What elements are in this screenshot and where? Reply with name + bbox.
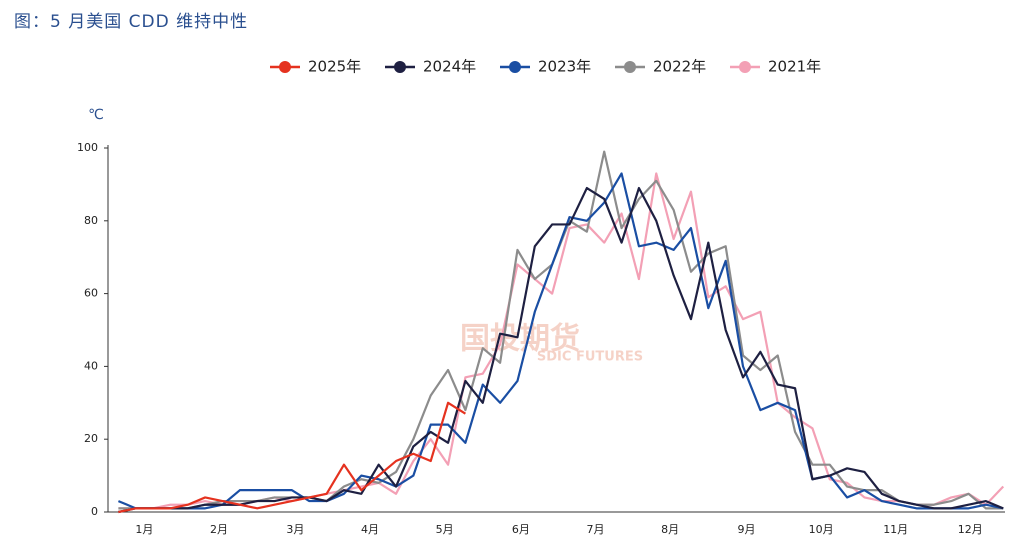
x-tick-label: 1月 bbox=[135, 523, 153, 536]
x-tick-label: 10月 bbox=[809, 523, 834, 536]
legend-label: 2023年 bbox=[538, 58, 591, 76]
y-tick-label: 80 bbox=[84, 214, 98, 227]
x-tick-label: 12月 bbox=[958, 523, 983, 536]
y-tick-label: 60 bbox=[84, 287, 98, 300]
legend-label: 2024年 bbox=[423, 58, 476, 76]
legend-label: 2022年 bbox=[653, 58, 706, 76]
x-tick-label: 4月 bbox=[361, 523, 379, 536]
x-tick-label: 7月 bbox=[587, 523, 605, 536]
x-tick-label: 3月 bbox=[286, 523, 304, 536]
y-unit: ℃ bbox=[88, 107, 104, 123]
y-tick-label: 20 bbox=[84, 432, 98, 445]
x-tick-label: 11月 bbox=[883, 523, 908, 536]
legend-marker bbox=[624, 61, 636, 73]
legend-marker bbox=[509, 61, 521, 73]
x-tick-label: 9月 bbox=[737, 523, 755, 536]
legend-marker bbox=[394, 61, 406, 73]
chart-title: 图：5 月美国 CDD 维持中性 bbox=[14, 12, 248, 32]
series-line bbox=[118, 186, 1004, 514]
y-tick-label: 40 bbox=[84, 359, 98, 372]
legend-label: 2025年 bbox=[308, 58, 361, 76]
x-tick-label: 2月 bbox=[210, 523, 228, 536]
legend-marker bbox=[739, 61, 751, 73]
series-line bbox=[117, 172, 1004, 510]
x-tick-label: 5月 bbox=[436, 523, 454, 536]
x-tick-label: 6月 bbox=[512, 523, 530, 536]
series-line bbox=[118, 401, 466, 514]
legend-label: 2021年 bbox=[768, 58, 821, 76]
y-tick-label: 100 bbox=[77, 141, 98, 154]
watermark: SDIC FUTURES bbox=[537, 350, 643, 365]
y-tick-label: 0 bbox=[91, 505, 98, 518]
x-tick-label: 8月 bbox=[661, 523, 679, 536]
legend-marker bbox=[279, 61, 291, 73]
